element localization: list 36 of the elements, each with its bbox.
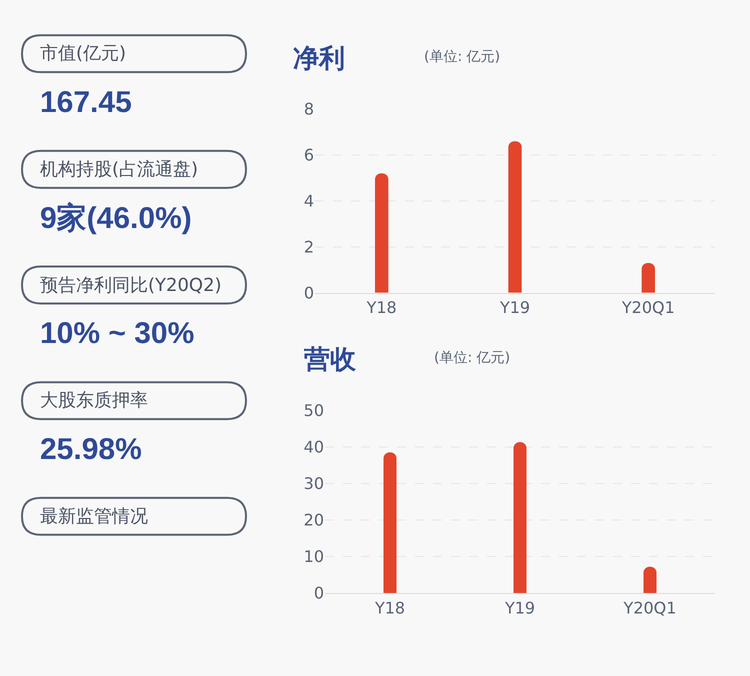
text: 9家(46.0%) [40, 201, 192, 235]
y-tick-label: 30 [304, 474, 324, 494]
y-tick-label: 0 [304, 283, 314, 302]
y-tick-label: 10 [304, 547, 324, 566]
y-tick-label: 8 [304, 100, 314, 119]
chart-subtitle: (单位: 亿元) [424, 49, 500, 65]
text: 25.98% [40, 433, 142, 466]
x-tick-label: Y18 [374, 598, 406, 618]
text: 大股东质押率 [40, 390, 148, 411]
x-tick-label: Y18 [366, 298, 397, 317]
bar [384, 452, 396, 594]
bar [375, 173, 388, 293]
x-tick-label: Y19 [504, 598, 536, 618]
y-tick-label: 0 [314, 584, 324, 603]
text: 167.45 [40, 86, 132, 119]
text: 预告净利同比(Y20Q2) [40, 275, 222, 296]
chart-subtitle: (单位: 亿元) [434, 350, 510, 366]
chart-title: 营收 [303, 345, 357, 375]
x-tick-label: Y20Q1 [622, 598, 676, 618]
y-tick-label: 4 [304, 192, 314, 211]
text: 市值(亿元) [40, 43, 126, 64]
bar [508, 141, 522, 293]
y-tick-label: 20 [304, 510, 324, 530]
text: 最新监管情况 [40, 506, 148, 527]
chart-title: 净利 [293, 44, 345, 74]
bar [642, 262, 655, 293]
y-tick-label: 40 [304, 438, 324, 457]
bar [514, 442, 526, 594]
x-tick-label: Y20Q1 [620, 298, 675, 317]
x-tick-label: Y19 [498, 298, 530, 317]
text: 机构持股(占流通盘) [40, 159, 198, 180]
y-tick-label: 6 [304, 146, 314, 165]
y-tick-label: 50 [304, 400, 324, 420]
bar [644, 566, 656, 594]
y-tick-label: 2 [304, 237, 314, 256]
text: 10% ~ 30% [40, 317, 194, 350]
